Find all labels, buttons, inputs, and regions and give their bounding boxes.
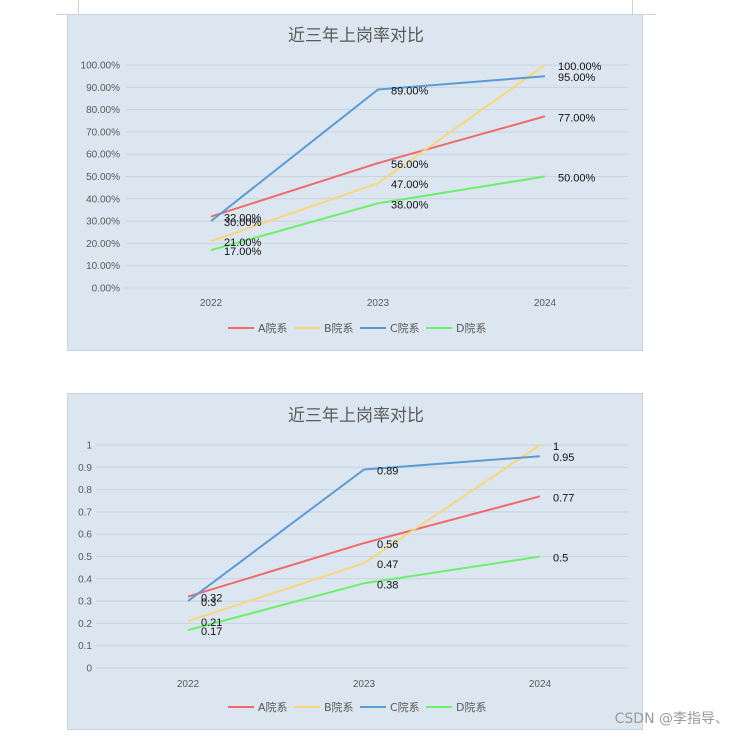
y-tick-label: 1 xyxy=(86,441,92,452)
y-tick-label: 10.00% xyxy=(86,261,120,272)
page-margin-mark-left-h xyxy=(56,14,67,15)
line-chart-percent: 近三年上岗率对比 0.00% 10.00% 20.00% 30.00% 40.00% 50.… xyxy=(81,26,628,335)
data-label: 0.38 xyxy=(377,579,398,591)
data-label: 100.00% xyxy=(558,61,602,73)
data-label: 0.95 xyxy=(553,452,574,464)
data-label: 0.89 xyxy=(377,466,398,478)
data-label: 0.47 xyxy=(377,559,398,571)
data-label: 50.00% xyxy=(558,173,596,185)
y-tick-label: 0.00% xyxy=(92,284,120,295)
chart-title: 近三年上岗率对比 xyxy=(288,406,424,426)
y-tick-label: 40.00% xyxy=(86,194,120,205)
data-label: 77.00% xyxy=(558,112,596,124)
x-tick-label: 2023 xyxy=(353,679,376,690)
x-tick-label: 2023 xyxy=(367,298,390,309)
y-tick-label: 0.4 xyxy=(78,574,92,585)
chart-panel-decimal[interactable]: 近三年上岗率对比 0 0.1 0.2 0.3 0.4 0.5 0.6 0.7 0.8 0.9 1 202… xyxy=(67,393,643,730)
x-tick-label: 2022 xyxy=(200,298,223,309)
y-tick-label: 90.00% xyxy=(86,83,120,94)
data-label: 0.5 xyxy=(553,553,568,565)
y-tick-label: 0.8 xyxy=(78,485,92,496)
data-label: 0.77 xyxy=(553,492,574,504)
legend-label: D院系 xyxy=(456,700,486,714)
x-tick-label: 2024 xyxy=(529,679,552,690)
y-tick-label: 0.9 xyxy=(78,463,92,474)
y-tick-label: 0.2 xyxy=(78,619,92,630)
y-tick-label: 0.1 xyxy=(78,641,92,652)
chart-panel-percent[interactable]: 近三年上岗率对比 0.00% 10.00% 20.00% 30.00% 40.00% 50.… xyxy=(67,14,643,351)
series-line-3 xyxy=(210,75,546,222)
data-label: 95.00% xyxy=(558,72,596,84)
series-line-1 xyxy=(187,495,541,598)
y-tick-label: 80.00% xyxy=(86,105,120,116)
y-tick-label: 0.5 xyxy=(78,552,92,563)
watermark-text: CSDN @李指导、 xyxy=(614,711,729,727)
series-line-3 xyxy=(187,455,541,602)
y-tick-label: 100.00% xyxy=(81,61,121,72)
legend-label: B院系 xyxy=(324,700,354,714)
data-label: 0.56 xyxy=(377,539,398,551)
x-tick-label: 2022 xyxy=(177,679,200,690)
y-tick-label: 70.00% xyxy=(86,127,120,138)
y-tick-label: 20.00% xyxy=(86,239,120,250)
series-line-4 xyxy=(210,175,546,252)
data-label: 38.00% xyxy=(391,199,429,211)
page-margin-mark-right-h xyxy=(643,14,656,15)
x-tick-label: 2024 xyxy=(534,298,557,309)
y-tick-label: 0.6 xyxy=(78,530,92,541)
line-chart-decimal: 近三年上岗率对比 0 0.1 0.2 0.3 0.4 0.5 0.6 0.7 0.8 0.9 1 202… xyxy=(78,406,628,714)
y-tick-label: 0 xyxy=(86,664,92,675)
data-label: 21.00% xyxy=(224,237,262,249)
data-label: 0.21 xyxy=(201,617,222,629)
legend-label: B院系 xyxy=(324,321,354,335)
data-label: 0.3 xyxy=(201,597,216,609)
y-tick-label: 50.00% xyxy=(86,172,120,183)
data-label: 47.00% xyxy=(391,179,429,191)
y-tick-label: 60.00% xyxy=(86,150,120,161)
y-tick-label: 0.3 xyxy=(78,597,92,608)
data-label: 32.00% xyxy=(224,213,262,225)
series-line-2 xyxy=(210,64,546,243)
data-label: 89.00% xyxy=(391,86,429,98)
series-line-1 xyxy=(210,115,546,218)
data-label: 0.17 xyxy=(201,626,222,638)
data-label: 56.00% xyxy=(391,159,429,171)
legend-label: A院系 xyxy=(258,321,288,335)
data-label: 17.00% xyxy=(224,246,262,258)
data-label: 0.32 xyxy=(201,593,222,605)
series-line-4 xyxy=(187,555,541,632)
data-label: 30.00% xyxy=(224,217,262,229)
legend-label: C院系 xyxy=(390,700,420,714)
legend-label: A院系 xyxy=(258,700,288,714)
series-line-2 xyxy=(187,444,541,623)
data-label: 1 xyxy=(553,441,559,453)
legend-label: C院系 xyxy=(390,321,420,335)
y-tick-label: 30.00% xyxy=(86,217,120,228)
y-tick-label: 0.7 xyxy=(78,507,92,518)
page-margin-mark-right xyxy=(632,0,633,14)
page-margin-mark-left xyxy=(78,0,79,14)
legend-label: D院系 xyxy=(456,321,486,335)
chart-title: 近三年上岗率对比 xyxy=(288,26,424,46)
